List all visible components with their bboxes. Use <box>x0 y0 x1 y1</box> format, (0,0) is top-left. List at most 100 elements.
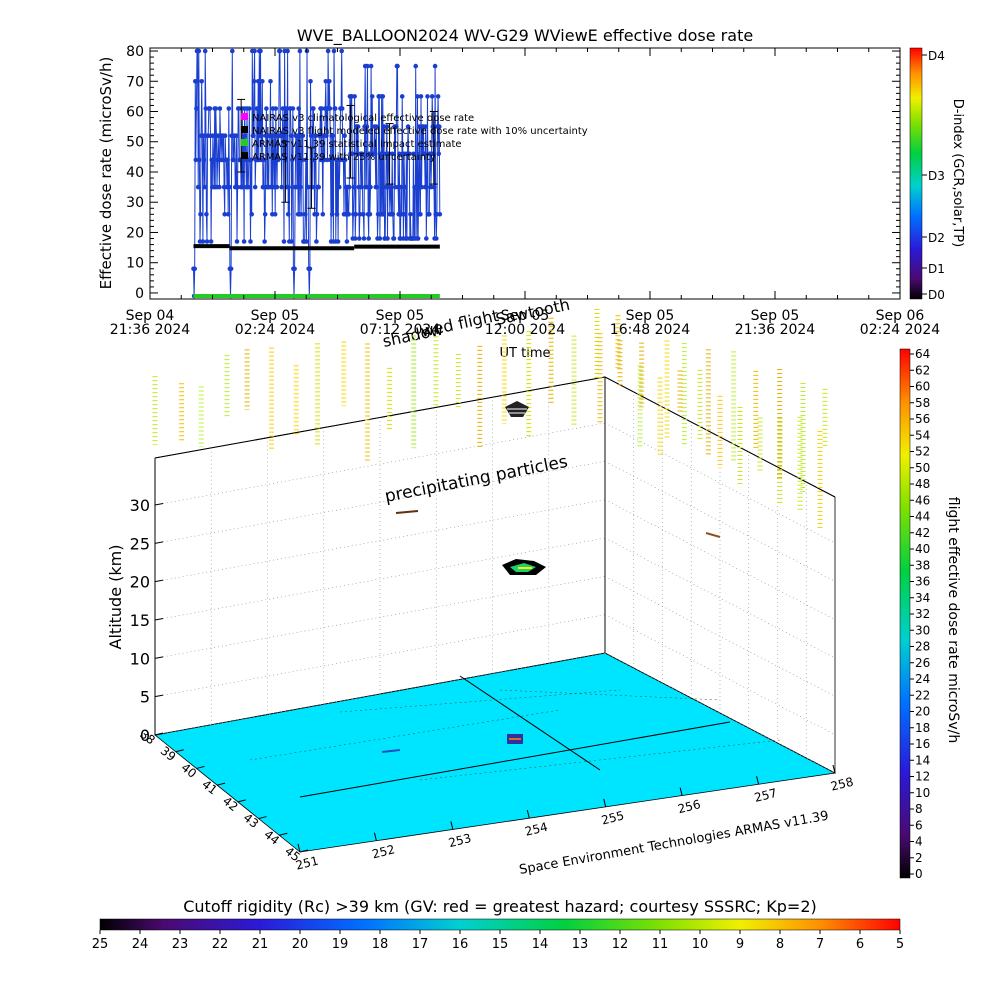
blue-series-point <box>288 133 294 138</box>
rigidity-tick-label: 20 <box>292 937 309 952</box>
lat-tick-mark <box>196 765 205 769</box>
blue-series-point <box>361 212 366 217</box>
lon-tick-mark <box>373 832 377 841</box>
lon-tick-label: 257 <box>753 786 779 805</box>
blue-series-point <box>405 124 411 129</box>
blue-series-point <box>311 106 316 111</box>
blue-series-point <box>201 157 207 163</box>
dose-cbar-tick-label: 32 <box>915 607 930 621</box>
lon-tick-label: 252 <box>371 842 397 861</box>
blue-series-point <box>432 63 438 69</box>
top-x-axis-label: UT time <box>500 346 551 361</box>
rigidity-tick-label: 10 <box>692 937 709 952</box>
blue-series-point <box>248 157 254 163</box>
blue-series-point <box>225 157 230 163</box>
blue-series-point <box>193 79 198 84</box>
blue-series-point <box>196 48 202 54</box>
dose-cbar-tick-label: 2 <box>915 851 923 865</box>
dose-cbar-tick-label: 48 <box>915 477 930 491</box>
blue-series-point <box>307 266 313 272</box>
blue-series-point <box>255 79 261 84</box>
blue-series-point <box>415 236 421 241</box>
blue-series-point <box>388 184 394 190</box>
blue-series-point <box>204 239 210 244</box>
y-tick-label: 40 <box>126 165 144 181</box>
rigidity-tick-label: 23 <box>172 937 189 952</box>
dose-cbar-tick-label: 44 <box>915 510 930 524</box>
dose-cbar-tick-label: 38 <box>915 558 930 572</box>
dose-cbar-tick-label: 6 <box>915 818 923 832</box>
blue-series-point <box>259 133 265 138</box>
dose-rate-colorbar <box>899 348 911 879</box>
lon-tick-label: 251 <box>294 854 320 873</box>
d-index-tick-label: D4 <box>928 49 945 63</box>
z-tick-label: 5 <box>140 688 150 707</box>
blue-series-point <box>394 124 399 129</box>
blue-series-point <box>429 94 435 99</box>
dose-cbar-tick-label: 50 <box>915 461 930 475</box>
blue-series-point <box>274 184 280 190</box>
x-tick-label-date: Sep 05 <box>501 308 550 324</box>
dose-cbar-tick-label: 18 <box>915 721 930 735</box>
blue-series-point <box>369 94 375 99</box>
top-chart-title: WVE_BALLOON2024 WV-G29 WViewE effective … <box>297 26 753 46</box>
blue-series-point <box>357 236 362 241</box>
blue-series-point <box>294 184 300 190</box>
lon-tick-mark <box>679 787 683 796</box>
lon-tick-label: 254 <box>524 820 550 839</box>
blue-series-point <box>260 79 265 84</box>
blue-series-point <box>368 63 374 69</box>
dose-cbar-tick-label: 36 <box>915 575 930 589</box>
blue-series-point <box>281 133 286 138</box>
blue-series-point <box>254 106 260 111</box>
rigidity-tick-label: 14 <box>532 937 549 952</box>
blue-series-point <box>423 124 429 129</box>
dose-cbar-tick-label: 24 <box>915 672 930 686</box>
blue-series-point <box>222 212 227 217</box>
blue-series-point <box>313 133 319 138</box>
lon-tick-mark <box>832 764 836 774</box>
legend-swatch <box>241 126 248 133</box>
blue-series-point <box>279 184 285 190</box>
x-tick-label-date: Sep 05 <box>626 308 675 324</box>
blue-series-point <box>323 79 329 84</box>
blue-series-point <box>425 94 430 99</box>
z-tick-label: 0 <box>140 726 150 745</box>
dose-cbar-tick-label: 64 <box>915 347 930 361</box>
rigidity-tick-label: 25 <box>92 937 109 952</box>
back-grid-line <box>154 461 606 544</box>
flight-markers <box>381 401 721 753</box>
blue-series-point <box>332 106 338 111</box>
side-grid-line <box>604 614 836 735</box>
blue-series-point <box>275 157 281 163</box>
blue-series-point <box>408 212 413 217</box>
blue-series-point <box>300 133 306 138</box>
annotation-precipitating-particles: precipitating particles <box>383 452 569 507</box>
bottom-bar-title: Cutoff rigidity (Rc) >39 km (GV: red = g… <box>183 897 817 916</box>
y-tick-label: 50 <box>126 135 144 151</box>
blue-series-point <box>437 124 442 129</box>
blue-series-point <box>252 184 258 190</box>
d-index-tick-label: D0 <box>928 288 945 302</box>
blue-series-point <box>319 106 325 111</box>
blue-series-point <box>422 151 427 157</box>
blue-series-point <box>334 212 340 217</box>
d-index-colorbar-ticks: D4 D3 D2 D1 D0 <box>922 49 945 302</box>
blue-series-point <box>264 106 269 111</box>
blue-series-point <box>368 184 373 190</box>
rigidity-tick-label: 13 <box>572 937 589 952</box>
blue-series-point <box>314 212 320 217</box>
x-tick-label-time: 02:24 2024 <box>860 322 941 338</box>
rigidity-tick-label: 16 <box>452 937 469 952</box>
floor-contours <box>249 675 781 798</box>
lon-tick-mark <box>756 776 760 785</box>
back-grid-line <box>154 537 606 621</box>
dose-cbar-tick-label: 40 <box>915 542 930 556</box>
rigidity-tick-label: 24 <box>132 937 149 952</box>
blue-series-point <box>298 212 304 217</box>
blue-series-point <box>298 184 303 190</box>
blue-series-point <box>325 48 331 54</box>
rigidity-tick-label: 12 <box>612 937 629 952</box>
armas-credit: Space Environment Technologies ARMAS v11… <box>518 809 830 878</box>
